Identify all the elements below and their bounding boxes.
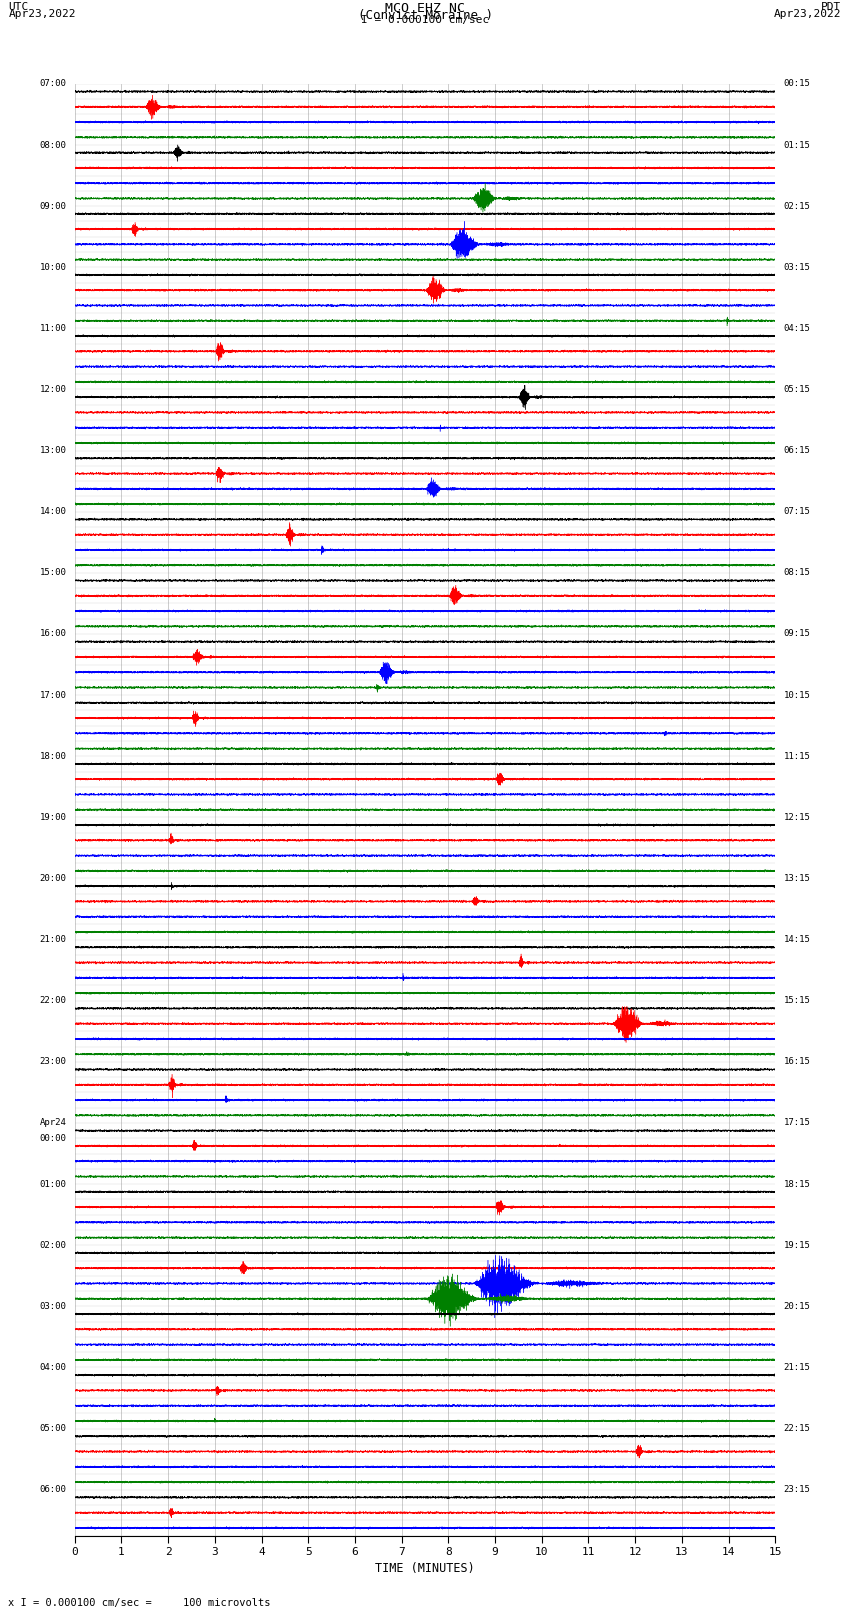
Text: 22:15: 22:15 [784,1424,811,1432]
Text: 05:15: 05:15 [784,386,811,394]
Text: 06:00: 06:00 [39,1486,66,1494]
Text: 11:00: 11:00 [39,324,66,332]
Text: 08:00: 08:00 [39,140,66,150]
Text: 14:15: 14:15 [784,936,811,944]
Text: 20:00: 20:00 [39,874,66,882]
Text: x I = 0.000100 cm/sec =     100 microvolts: x I = 0.000100 cm/sec = 100 microvolts [8,1598,271,1608]
Text: UTC: UTC [8,3,29,13]
Text: 17:15: 17:15 [784,1118,811,1127]
Text: 09:15: 09:15 [784,629,811,639]
Text: 19:00: 19:00 [39,813,66,823]
Text: 00:00: 00:00 [39,1134,66,1142]
Text: 19:15: 19:15 [784,1240,811,1250]
Text: 00:15: 00:15 [784,79,811,89]
Text: 15:00: 15:00 [39,568,66,577]
Text: 04:15: 04:15 [784,324,811,332]
Text: 18:00: 18:00 [39,752,66,761]
Text: 06:15: 06:15 [784,447,811,455]
X-axis label: TIME (MINUTES): TIME (MINUTES) [375,1561,475,1574]
Text: 20:15: 20:15 [784,1302,811,1311]
Text: MCO EHZ NC: MCO EHZ NC [385,3,465,16]
Text: 05:00: 05:00 [39,1424,66,1432]
Text: 01:00: 01:00 [39,1179,66,1189]
Text: 15:15: 15:15 [784,997,811,1005]
Text: 12:00: 12:00 [39,386,66,394]
Text: 18:15: 18:15 [784,1179,811,1189]
Text: 01:15: 01:15 [784,140,811,150]
Text: 12:15: 12:15 [784,813,811,823]
Text: 17:00: 17:00 [39,690,66,700]
Text: Apr23,2022: Apr23,2022 [8,10,76,19]
Text: (Convict Moraine ): (Convict Moraine ) [358,10,492,23]
Text: 04:00: 04:00 [39,1363,66,1373]
Text: 14:00: 14:00 [39,506,66,516]
Text: 16:15: 16:15 [784,1058,811,1066]
Text: 23:15: 23:15 [784,1486,811,1494]
Text: 13:00: 13:00 [39,447,66,455]
Text: 09:00: 09:00 [39,202,66,211]
Text: 13:15: 13:15 [784,874,811,882]
Text: 11:15: 11:15 [784,752,811,761]
Text: 03:00: 03:00 [39,1302,66,1311]
Text: PDT: PDT [821,3,842,13]
Text: 07:00: 07:00 [39,79,66,89]
Text: Apr24: Apr24 [39,1118,66,1127]
Text: 22:00: 22:00 [39,997,66,1005]
Text: 02:15: 02:15 [784,202,811,211]
Text: I = 0.000100 cm/sec: I = 0.000100 cm/sec [361,16,489,26]
Text: 08:15: 08:15 [784,568,811,577]
Text: 21:15: 21:15 [784,1363,811,1373]
Text: 23:00: 23:00 [39,1058,66,1066]
Text: Apr23,2022: Apr23,2022 [774,10,842,19]
Text: 10:15: 10:15 [784,690,811,700]
Text: 10:00: 10:00 [39,263,66,271]
Text: 03:15: 03:15 [784,263,811,271]
Text: 21:00: 21:00 [39,936,66,944]
Text: 16:00: 16:00 [39,629,66,639]
Text: 07:15: 07:15 [784,506,811,516]
Text: 02:00: 02:00 [39,1240,66,1250]
